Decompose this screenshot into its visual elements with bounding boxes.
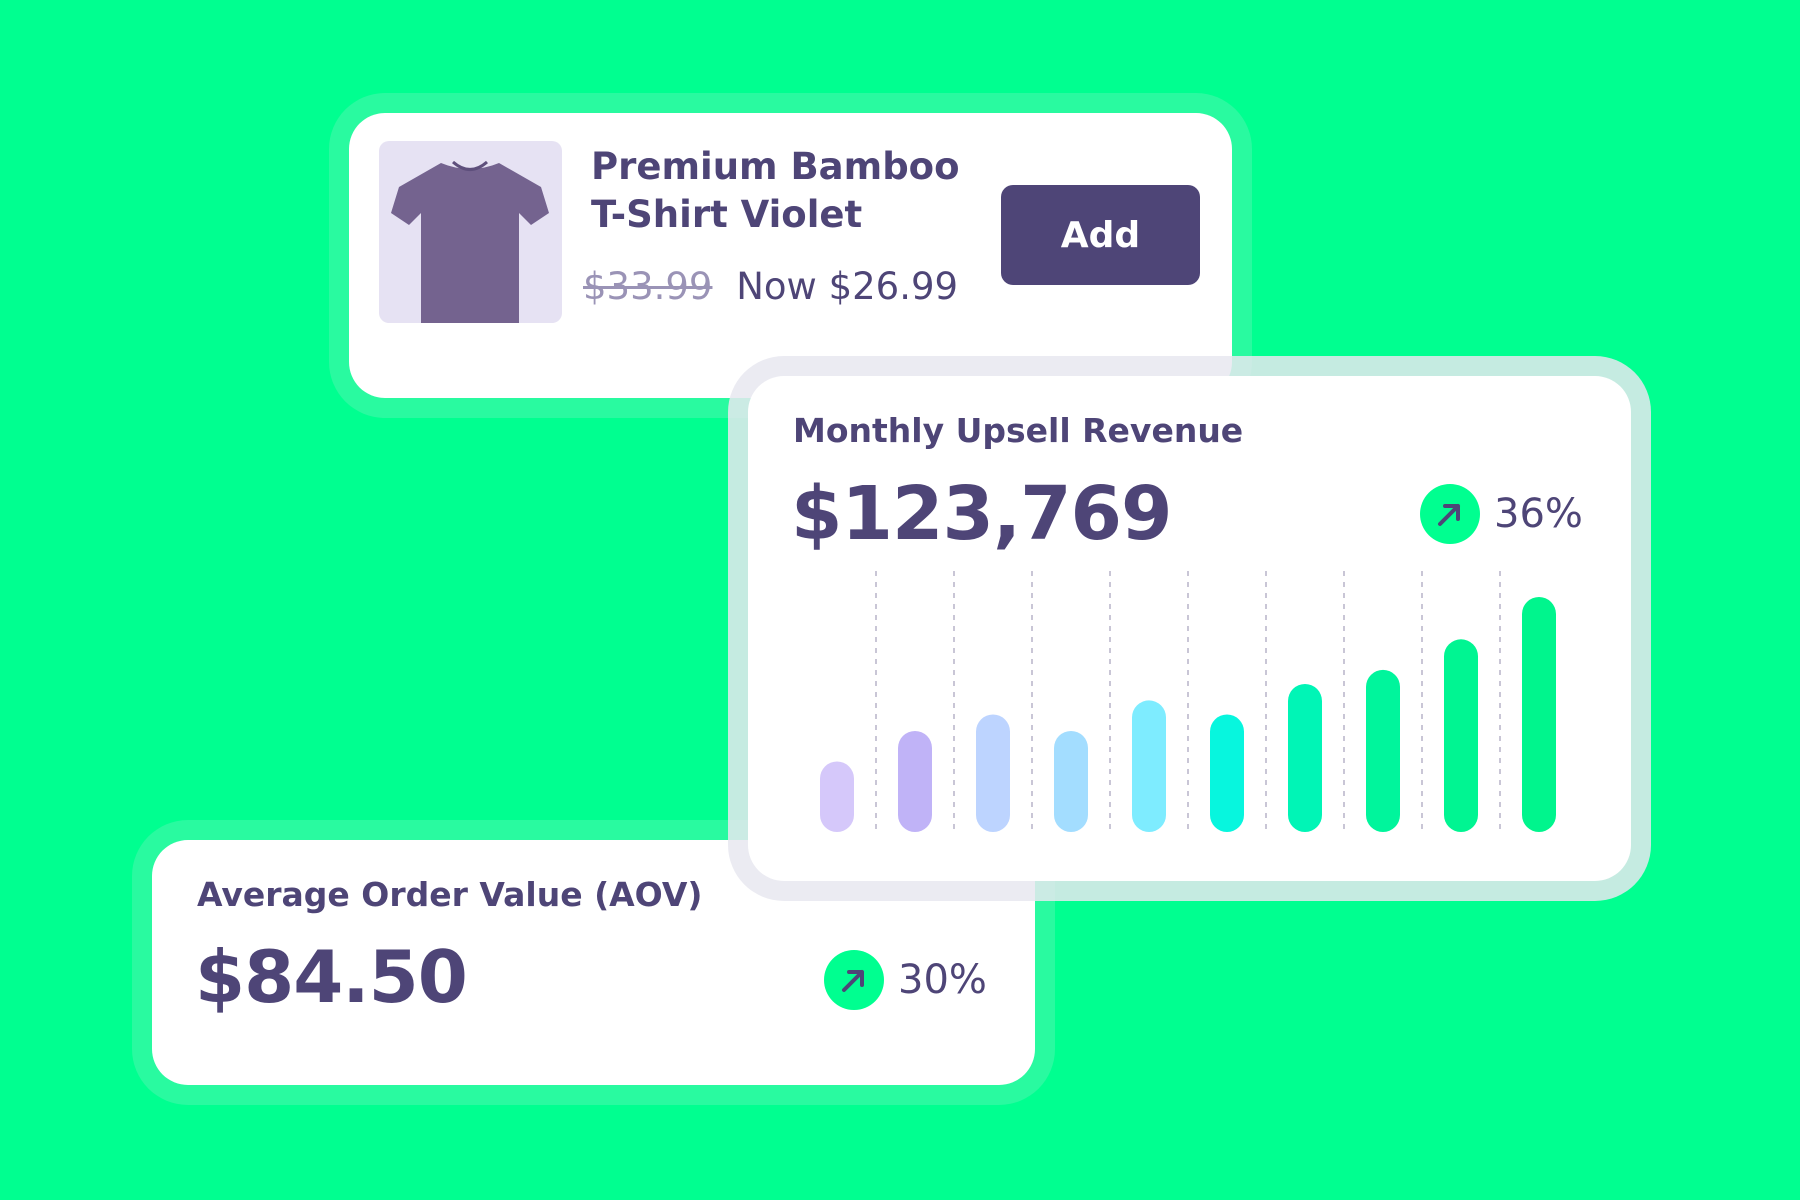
old-price: $33.99 <box>583 265 713 308</box>
arrow-up-right-icon <box>824 950 884 1010</box>
chart-bar <box>976 714 1010 832</box>
chart-bar <box>1210 714 1244 832</box>
aov-label: Average Order Value (AOV) <box>197 875 703 914</box>
product-card: Premium Bamboo T-Shirt Violet $33.99 Now… <box>349 113 1232 398</box>
chart-bar <box>898 730 932 832</box>
add-button[interactable]: Add <box>1001 185 1200 285</box>
chart-bar <box>1054 730 1088 832</box>
product-image <box>379 141 562 323</box>
revenue-trend-pct: 36% <box>1494 491 1583 537</box>
tshirt-icon <box>391 160 549 323</box>
product-title-line1: Premium Bamboo <box>591 145 960 188</box>
revenue-bar-chart <box>820 571 1556 832</box>
now-price: Now $26.99 <box>736 265 959 308</box>
revenue-trend: 36% <box>1420 484 1583 544</box>
chart-bar <box>820 761 854 832</box>
arrow-up-right-icon <box>1420 484 1480 544</box>
chart-bar <box>1366 669 1400 832</box>
revenue-label: Monthly Upsell Revenue <box>793 411 1244 450</box>
price-row: $33.99 Now $26.99 <box>583 263 958 311</box>
aov-trend: 30% <box>824 950 987 1010</box>
chart-bar <box>1444 639 1478 832</box>
revenue-value: $123,769 <box>791 471 1173 557</box>
aov-trend-pct: 30% <box>898 957 987 1003</box>
chart-bar <box>1522 597 1556 832</box>
product-title-line2: T-Shirt Violet <box>591 193 863 236</box>
aov-value: $84.50 <box>195 935 468 1019</box>
chart-bar <box>1132 700 1166 832</box>
chart-bar <box>1288 683 1322 832</box>
product-title: Premium Bamboo T-Shirt Violet <box>591 143 991 239</box>
revenue-card: Monthly Upsell Revenue $123,769 36% <box>748 376 1631 881</box>
